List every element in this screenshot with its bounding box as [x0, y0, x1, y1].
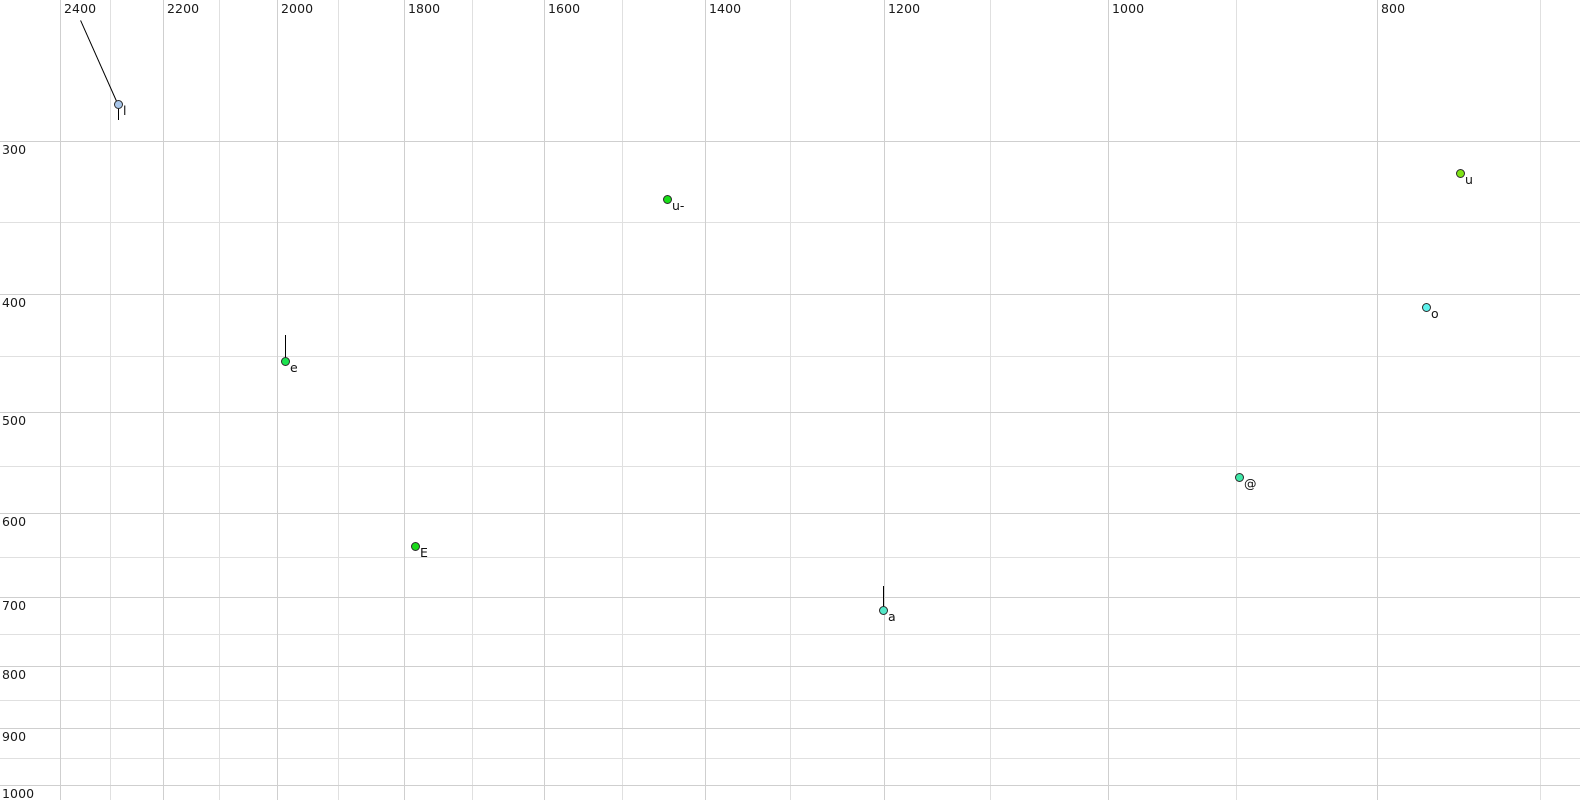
error-bar-lower [118, 106, 119, 120]
data-point-label: u [1465, 172, 1473, 187]
data-point-marker[interactable] [1234, 472, 1244, 482]
data-point-marker[interactable] [1421, 302, 1431, 312]
error-bar-upper [883, 586, 884, 608]
data-point-label: E [420, 545, 428, 560]
data-point-marker[interactable] [662, 194, 672, 204]
data-point-marker[interactable] [878, 605, 888, 615]
data-point-label: a [888, 609, 896, 624]
data-point-marker[interactable] [113, 99, 123, 109]
data-point-label: l [123, 103, 127, 118]
data-point-label: u- [672, 198, 685, 213]
error-bar-upper [285, 335, 286, 359]
data-point-marker[interactable] [280, 356, 290, 366]
data-point-marker[interactable] [410, 541, 420, 551]
data-point-label: o [1431, 306, 1439, 321]
data-point-label: @ [1244, 476, 1257, 491]
data-point-marker[interactable] [1455, 168, 1465, 178]
data-point-label: e [290, 360, 298, 375]
data-point-leader-line [80, 20, 119, 105]
